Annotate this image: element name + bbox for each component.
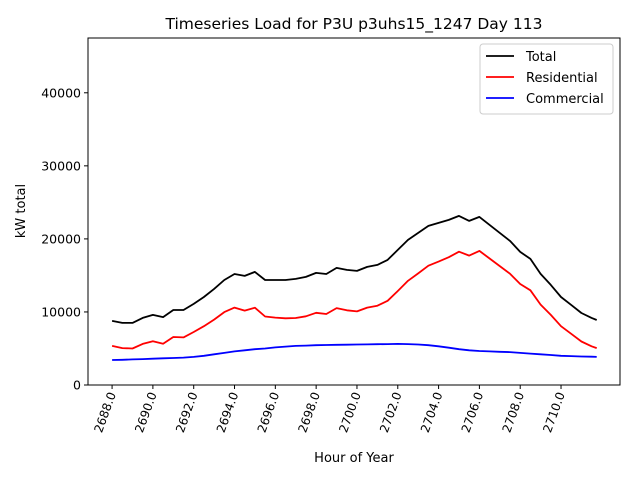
y-tick-label: 30000: [41, 158, 81, 173]
y-tick-label: 40000: [41, 85, 81, 100]
legend: Total Residential Commercial: [479, 43, 614, 115]
x-tick-label: 2694.0: [214, 390, 242, 434]
x-axis-label: Hour of Year: [314, 451, 394, 466]
series-line-total: [111, 214, 598, 324]
x-tick-label: 2704.0: [418, 390, 446, 434]
x-tick-label: 2698.0: [295, 390, 323, 434]
legend-label: Residential: [526, 71, 598, 86]
x-tick-label: 2688.0: [91, 390, 119, 434]
chart-title: Timeseries Load for P3U p3uhs15_1247 Day…: [165, 15, 543, 34]
legend-label: Total: [525, 50, 556, 65]
y-tick-label: 0: [73, 378, 81, 393]
x-tick-label: 2696.0: [255, 390, 283, 434]
x-tick-label: 2692.0: [173, 390, 201, 434]
plot-frame: [87, 37, 621, 386]
x-tick-label: 2702.0: [377, 390, 405, 434]
series-layer: [111, 214, 598, 361]
x-tick-label: 2708.0: [500, 390, 528, 434]
x-axis: 2688.0 2690.0 2692.0 2694.0 2696.0 2698.0 2700…: [91, 385, 568, 434]
x-tick-label: 2690.0: [132, 390, 160, 434]
series-line-commercial: [112, 342, 597, 361]
series-line-residential: [111, 249, 597, 350]
x-tick-label: 2710.0: [540, 390, 568, 434]
legend-box: [479, 43, 614, 115]
legend-label: Commercial: [526, 92, 604, 107]
y-tick-label: 10000: [41, 304, 81, 319]
x-tick-label: 2700.0: [336, 390, 364, 434]
y-axis-label: kW total: [14, 184, 29, 238]
y-tick-label: 20000: [41, 231, 81, 246]
x-tick-label: 2706.0: [459, 390, 487, 434]
y-axis: 0 10000 20000 30000 40000: [41, 85, 88, 393]
